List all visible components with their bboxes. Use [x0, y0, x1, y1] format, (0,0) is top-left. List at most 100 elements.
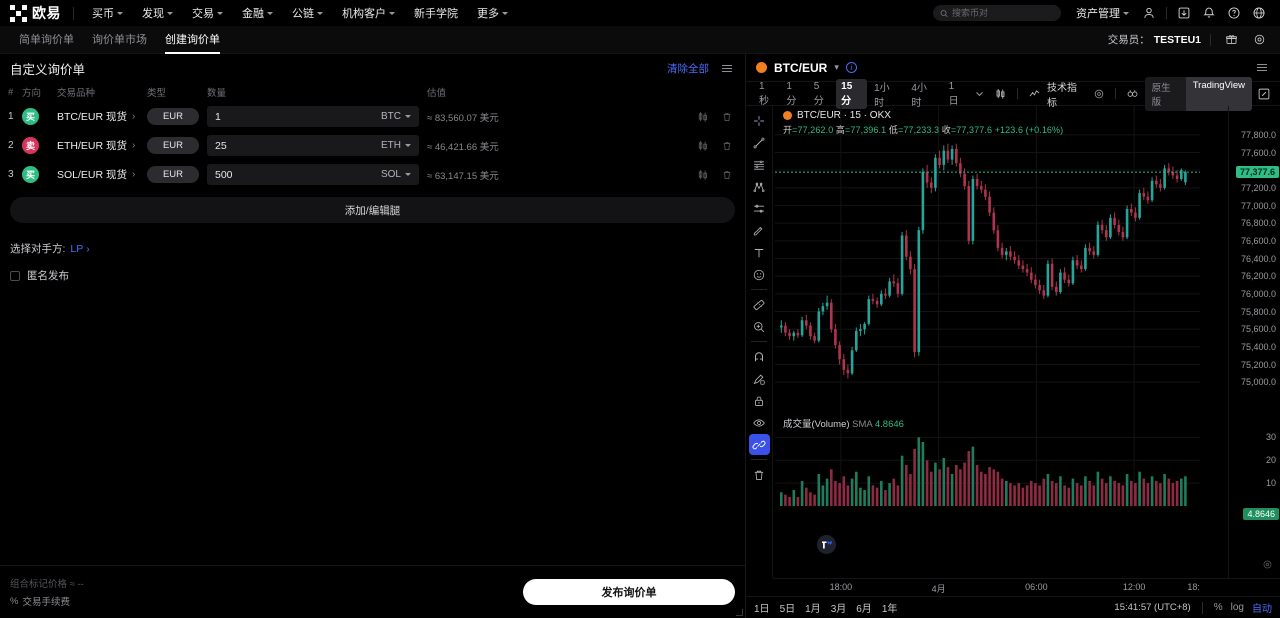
axis-settings-icon[interactable] [1262, 557, 1273, 575]
add-edit-leg-button[interactable]: 添加/编辑腿 [10, 197, 735, 223]
indicator-icon[interactable] [1024, 85, 1045, 102]
instrument-selector[interactable]: BTC/EUR 现货 › [57, 109, 147, 124]
percent-scale-button[interactable]: % [1213, 602, 1223, 613]
tab-simple-rfq[interactable]: 简单询价单 [19, 33, 74, 46]
time-axis[interactable]: 18:00 4月 06:00 12:00 18: [773, 578, 1280, 596]
range-6m[interactable]: 6月 [856, 604, 872, 615]
timeframe-15m[interactable]: 15分 [836, 78, 868, 109]
globe-icon[interactable] [1248, 3, 1270, 23]
settings-icon[interactable] [1089, 86, 1109, 102]
type-pill[interactable]: EUR [147, 137, 199, 154]
zoom-in-icon[interactable] [749, 316, 770, 337]
search-input[interactable] [952, 8, 1054, 18]
quantity-input[interactable]: 25 ETH [207, 135, 419, 156]
candlestick-icon[interactable] [696, 139, 709, 152]
nav-item-discover[interactable]: 发现 [133, 1, 182, 25]
range-1y[interactable]: 1年 [881, 604, 898, 615]
range-1d[interactable]: 1日 [754, 604, 770, 615]
tab-rfq-market[interactable]: 询价单市场 [92, 33, 147, 46]
lock-icon[interactable] [749, 390, 770, 411]
bell-icon[interactable] [1198, 3, 1220, 23]
delete-row-icon[interactable] [721, 111, 733, 123]
asset-management-menu[interactable]: 资产管理 [1070, 5, 1135, 21]
nav-item-trade[interactable]: 交易 [183, 1, 232, 25]
quantity-input[interactable]: 1 BTC [207, 106, 419, 127]
gift-icon[interactable] [1220, 30, 1242, 50]
nav-item-buy-crypto[interactable]: 买币 [83, 1, 132, 25]
candlestick-icon[interactable] [696, 110, 709, 123]
info-icon[interactable]: i [845, 62, 857, 73]
download-icon[interactable] [1173, 3, 1195, 23]
row-direction[interactable]: 买 [22, 166, 57, 183]
anonymous-publish-toggle[interactable]: 匿名发布 [10, 268, 745, 283]
resize-handle[interactable] [736, 609, 743, 616]
brush-icon[interactable] [749, 220, 770, 241]
text-icon[interactable] [749, 242, 770, 263]
auto-scale-button[interactable]: 自动 [1252, 604, 1272, 615]
measure-pencil-icon[interactable] [749, 368, 770, 389]
emoji-icon[interactable] [749, 264, 770, 285]
expand-icon[interactable] [1256, 86, 1272, 102]
instrument-selector[interactable]: SOL/EUR 现货 › [57, 167, 147, 182]
trash-icon[interactable] [749, 464, 770, 485]
chevron-down-icon[interactable]: ▾ [834, 62, 839, 72]
trendline-icon[interactable] [749, 132, 770, 153]
nav-item-academy[interactable]: 新手学院 [405, 1, 467, 25]
range-1m[interactable]: 1月 [805, 604, 821, 615]
row-direction[interactable]: 买 [22, 108, 57, 125]
candlestick-icon[interactable] [696, 168, 709, 181]
candle-type-icon[interactable] [990, 85, 1011, 102]
timeframe-5m[interactable]: 5分 [813, 80, 824, 107]
crosshair-icon[interactable] [749, 110, 770, 131]
counterparty-selector[interactable]: LP › [70, 243, 89, 255]
anonymous-checkbox[interactable] [10, 270, 20, 281]
log-scale-button[interactable]: log [1230, 602, 1244, 613]
timeframe-1s[interactable]: 1秒 [759, 80, 769, 107]
type-pill[interactable]: EUR [147, 108, 199, 125]
range-5d[interactable]: 5日 [779, 604, 796, 615]
pitchfork-icon[interactable] [749, 176, 770, 197]
chart-menu-icon[interactable] [1254, 61, 1270, 74]
trader-label: 交易员： [1107, 34, 1150, 46]
nav-item-institutional[interactable]: 机构客户 [333, 1, 404, 25]
price-axis[interactable]: 77,800.077,600.077,400.077,200.077,000.0… [1228, 106, 1280, 578]
magnet-icon[interactable] [749, 346, 770, 367]
link-icon[interactable] [748, 434, 770, 455]
chevron-down-icon[interactable] [971, 87, 988, 100]
clear-all-button[interactable]: 清除全部 [667, 62, 709, 75]
pattern-icon[interactable] [749, 198, 770, 219]
search-box[interactable] [933, 5, 1061, 21]
help-icon[interactable] [1223, 3, 1245, 23]
timeframe-1h[interactable]: 1小时 [874, 82, 890, 109]
currency-select[interactable]: BTC [381, 111, 411, 122]
indicators-label[interactable]: 技术指标 [1047, 82, 1077, 109]
range-3m[interactable]: 3月 [830, 604, 847, 615]
type-pill[interactable]: EUR [147, 166, 199, 183]
compare-icon[interactable] [1122, 85, 1143, 102]
eye-icon[interactable] [749, 412, 770, 433]
timeframe-4h[interactable]: 4小时 [911, 82, 927, 109]
tab-create-rfq[interactable]: 创建询价单 [156, 26, 229, 54]
ruler-icon[interactable] [749, 294, 770, 315]
instrument-selector[interactable]: ETH/EUR 现货 › [57, 138, 147, 153]
timeframe-1m[interactable]: 1分 [786, 80, 797, 107]
candlestick-chart[interactable]: BTC/EUR · 15 · OKX 开=77,262.0 高=77,396.1… [773, 106, 1228, 578]
nav-item-finance[interactable]: 金融 [233, 1, 282, 25]
row-direction[interactable]: 卖 [22, 137, 57, 154]
user-icon[interactable] [1138, 3, 1160, 23]
timeframe-1d[interactable]: 1日 [948, 80, 959, 107]
nav-item-more[interactable]: 更多 [468, 1, 517, 25]
currency-select[interactable]: SOL [381, 169, 411, 180]
quantity-input[interactable]: 500 SOL [207, 164, 419, 185]
menu-icon[interactable] [719, 62, 735, 75]
delete-row-icon[interactable] [721, 169, 733, 181]
brand-logo[interactable]: 欧易 [10, 3, 61, 23]
publish-rfq-button[interactable]: 发布询价单 [523, 579, 735, 605]
nav-item-chain[interactable]: 公链 [283, 1, 332, 25]
view-mode-native[interactable]: 原生版 [1151, 82, 1171, 108]
currency-select[interactable]: ETH [381, 140, 411, 151]
settings-icon[interactable] [1248, 30, 1270, 50]
horizontal-lines-icon[interactable] [749, 154, 770, 175]
delete-row-icon[interactable] [721, 140, 733, 152]
view-mode-tradingview[interactable]: TradingView [1185, 76, 1252, 111]
